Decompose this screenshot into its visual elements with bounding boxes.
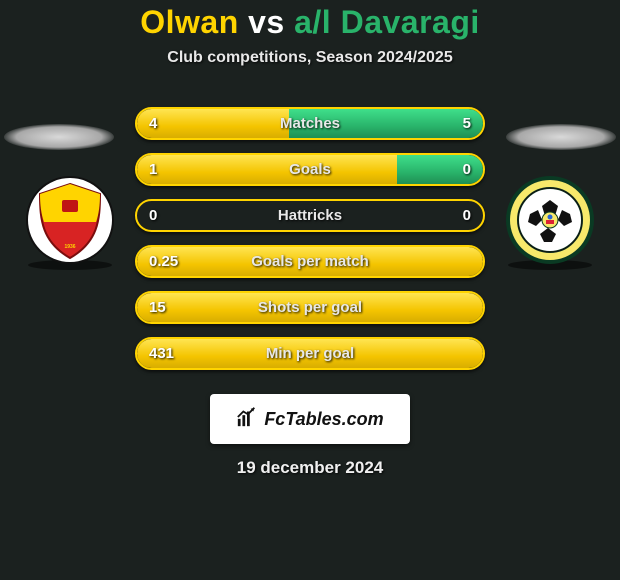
stat-row: Min per goal431 [135, 337, 485, 370]
player1-name: Olwan [140, 4, 239, 40]
team2-crest-icon [500, 170, 600, 270]
date-label: 19 december 2024 [0, 458, 620, 478]
stat-label: Goals per match [137, 247, 483, 276]
svg-text:1936: 1936 [64, 244, 75, 250]
stats-list: Matches45Goals10Hattricks00Goals per mat… [135, 107, 485, 370]
stat-label: Hattricks [137, 201, 483, 230]
stat-value-left: 431 [149, 339, 174, 368]
stat-label: Goals [137, 155, 483, 184]
stat-row: Goals per match0.25 [135, 245, 485, 278]
vs-label: vs [248, 4, 285, 40]
stat-value-left: 0.25 [149, 247, 178, 276]
stat-row: Shots per goal15 [135, 291, 485, 324]
stat-value-left: 1 [149, 155, 157, 184]
player1-shadow [4, 124, 114, 150]
fctables-logo[interactable]: FcTables.com [210, 394, 410, 444]
team1-crest-icon: 1936 [20, 170, 120, 270]
stat-value-right: 5 [463, 109, 471, 138]
player2-shadow [506, 124, 616, 150]
player2-name: a/l Davaragi [294, 4, 480, 40]
stat-label: Matches [137, 109, 483, 138]
stat-value-right: 0 [463, 155, 471, 184]
logo-text: FcTables.com [264, 409, 383, 430]
stat-value-left: 4 [149, 109, 157, 138]
stat-label: Min per goal [137, 339, 483, 368]
subtitle: Club competitions, Season 2024/2025 [0, 49, 620, 67]
stat-row: Matches4 5 [135, 107, 485, 140]
stat-label: Shots per goal [137, 293, 483, 322]
chart-icon [236, 406, 258, 433]
stat-row: Goals1 0 [135, 153, 485, 186]
stat-value-right: 0 [463, 201, 471, 230]
page-title: Olwan vs a/l Davaragi [0, 4, 620, 41]
stat-value-left: 15 [149, 293, 166, 322]
stat-row: Hattricks0 0 [135, 199, 485, 232]
stat-value-left: 0 [149, 201, 157, 230]
